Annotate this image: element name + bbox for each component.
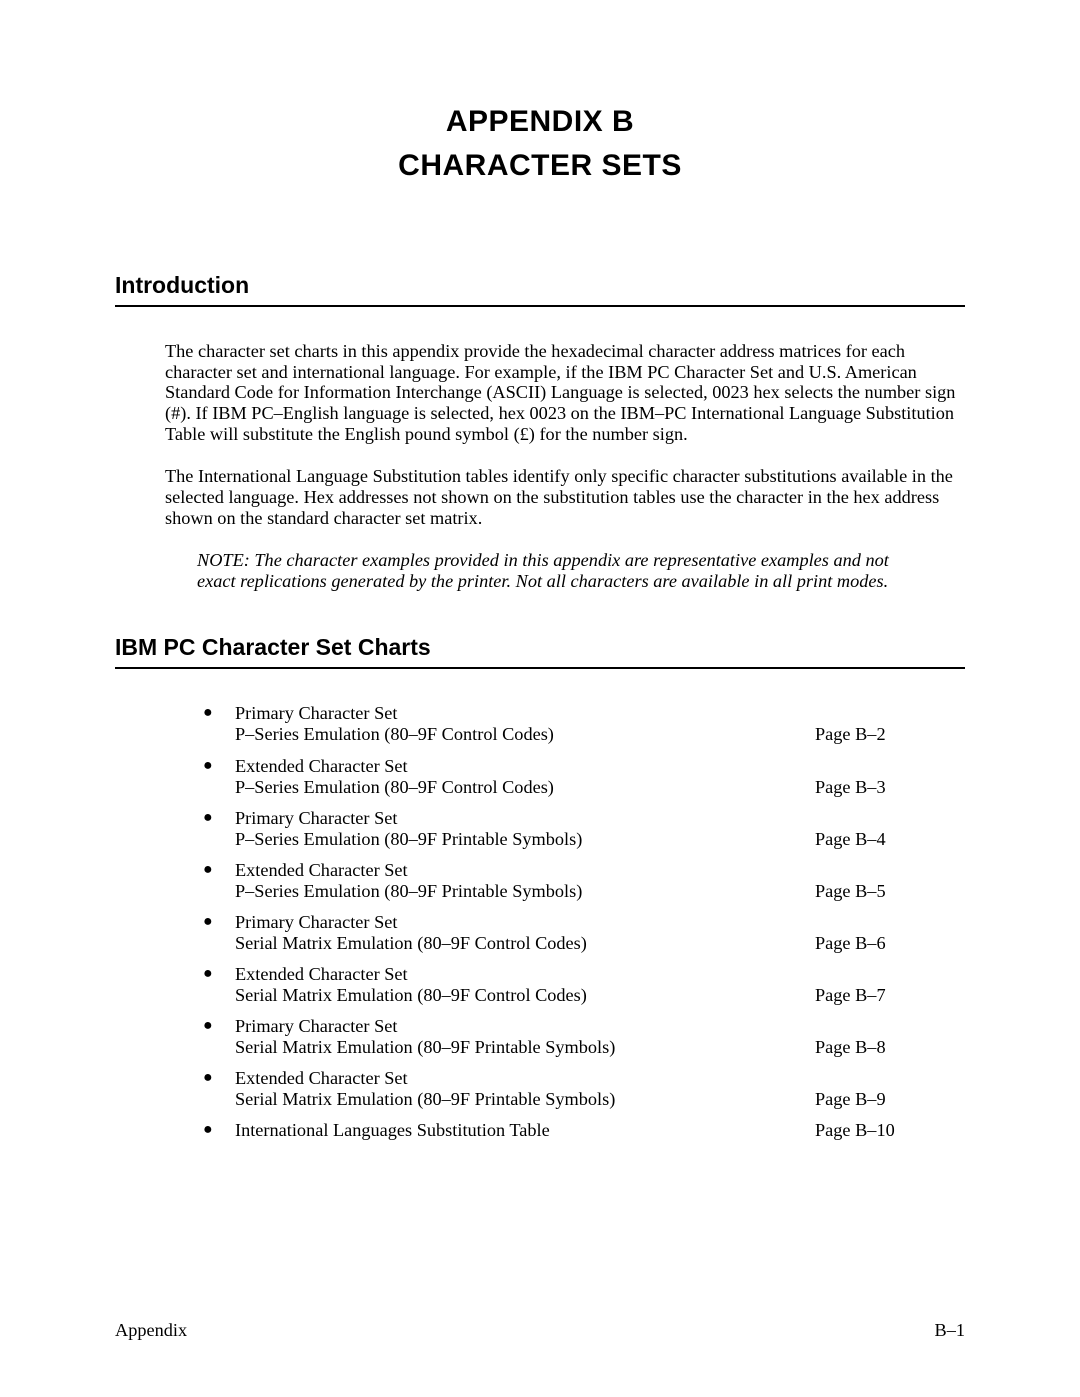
toc-line1: Primary Character Set [235,808,795,829]
toc-item: ●Extended Character SetP–Series Emulatio… [197,756,915,798]
toc-item: ●International Languages Substitution Ta… [197,1120,915,1141]
toc-page: Page B–4 [795,829,915,850]
intro-paragraph-1: The character set charts in this appendi… [165,341,965,444]
toc-line1: International Languages Substitution Tab… [235,1120,795,1141]
section-rule [115,667,965,669]
toc-text: International Languages Substitution Tab… [235,1120,795,1141]
toc-line1: Extended Character Set [235,860,795,881]
toc-page: Page B–9 [795,1089,915,1110]
section-rule [115,305,965,307]
toc-text: Primary Character SetP–Series Emulation … [235,808,795,850]
bullet-icon: ● [197,756,235,777]
toc-page: Page B–5 [795,881,915,902]
toc-line1: Extended Character Set [235,756,795,777]
toc-line1: Primary Character Set [235,703,795,724]
toc-line2: Serial Matrix Emulation (80–9F Control C… [235,933,795,954]
toc-line2: Serial Matrix Emulation (80–9F Control C… [235,985,795,1006]
toc-item: ●Extended Character SetSerial Matrix Emu… [197,1068,915,1110]
toc-line2: P–Series Emulation (80–9F Printable Symb… [235,829,795,850]
toc-line1: Extended Character Set [235,964,795,985]
toc-page: Page B–2 [795,724,915,745]
title-line-2: CHARACTER SETS [115,144,965,188]
toc-item: ●Extended Character SetP–Series Emulatio… [197,860,915,902]
toc-line1: Primary Character Set [235,1016,795,1037]
introduction-section: Introduction The character set charts in… [115,272,965,592]
toc-page: Page B–3 [795,777,915,798]
toc-item: ●Primary Character SetSerial Matrix Emul… [197,1016,915,1058]
toc-line2: Serial Matrix Emulation (80–9F Printable… [235,1037,795,1058]
bullet-icon: ● [197,1120,235,1141]
title-line-1: APPENDIX B [115,100,965,144]
toc-text: Extended Character SetP–Series Emulation… [235,756,795,798]
toc-text: Extended Character SetSerial Matrix Emul… [235,1068,795,1110]
toc-item: ●Primary Character SetP–Series Emulation… [197,703,915,745]
charts-heading: IBM PC Character Set Charts [115,634,965,661]
toc-line2: P–Series Emulation (80–9F Control Codes) [235,724,795,745]
toc-item: ●Primary Character SetP–Series Emulation… [197,808,915,850]
toc-line1: Primary Character Set [235,912,795,933]
bullet-icon: ● [197,1068,235,1089]
footer-left: Appendix [115,1320,187,1341]
toc-line2: P–Series Emulation (80–9F Printable Symb… [235,881,795,902]
bullet-icon: ● [197,1016,235,1037]
charts-toc: ●Primary Character SetP–Series Emulation… [197,703,915,1141]
toc-line2: P–Series Emulation (80–9F Control Codes) [235,777,795,798]
bullet-icon: ● [197,860,235,881]
footer-right: B–1 [935,1320,965,1341]
toc-line1: Extended Character Set [235,1068,795,1089]
toc-text: Extended Character SetSerial Matrix Emul… [235,964,795,1006]
toc-page: Page B–6 [795,933,915,954]
toc-text: Primary Character SetSerial Matrix Emula… [235,912,795,954]
bullet-icon: ● [197,703,235,724]
toc-text: Primary Character SetSerial Matrix Emula… [235,1016,795,1058]
toc-text: Extended Character SetP–Series Emulation… [235,860,795,902]
appendix-title: APPENDIX B CHARACTER SETS [115,100,965,187]
bullet-icon: ● [197,964,235,985]
bullet-icon: ● [197,912,235,933]
introduction-heading: Introduction [115,272,965,299]
intro-paragraph-2: The International Language Substitution … [165,466,965,528]
toc-text: Primary Character SetP–Series Emulation … [235,703,795,745]
toc-page: Page B–8 [795,1037,915,1058]
toc-item: ●Extended Character SetSerial Matrix Emu… [197,964,915,1006]
toc-item: ●Primary Character SetSerial Matrix Emul… [197,912,915,954]
intro-note: NOTE: The character examples provided in… [197,550,905,592]
toc-line2: Serial Matrix Emulation (80–9F Printable… [235,1089,795,1110]
page-footer: Appendix B–1 [115,1320,965,1341]
toc-page: Page B–10 [795,1120,915,1141]
bullet-icon: ● [197,808,235,829]
charts-section: IBM PC Character Set Charts ●Primary Cha… [115,634,965,1141]
toc-page: Page B–7 [795,985,915,1006]
